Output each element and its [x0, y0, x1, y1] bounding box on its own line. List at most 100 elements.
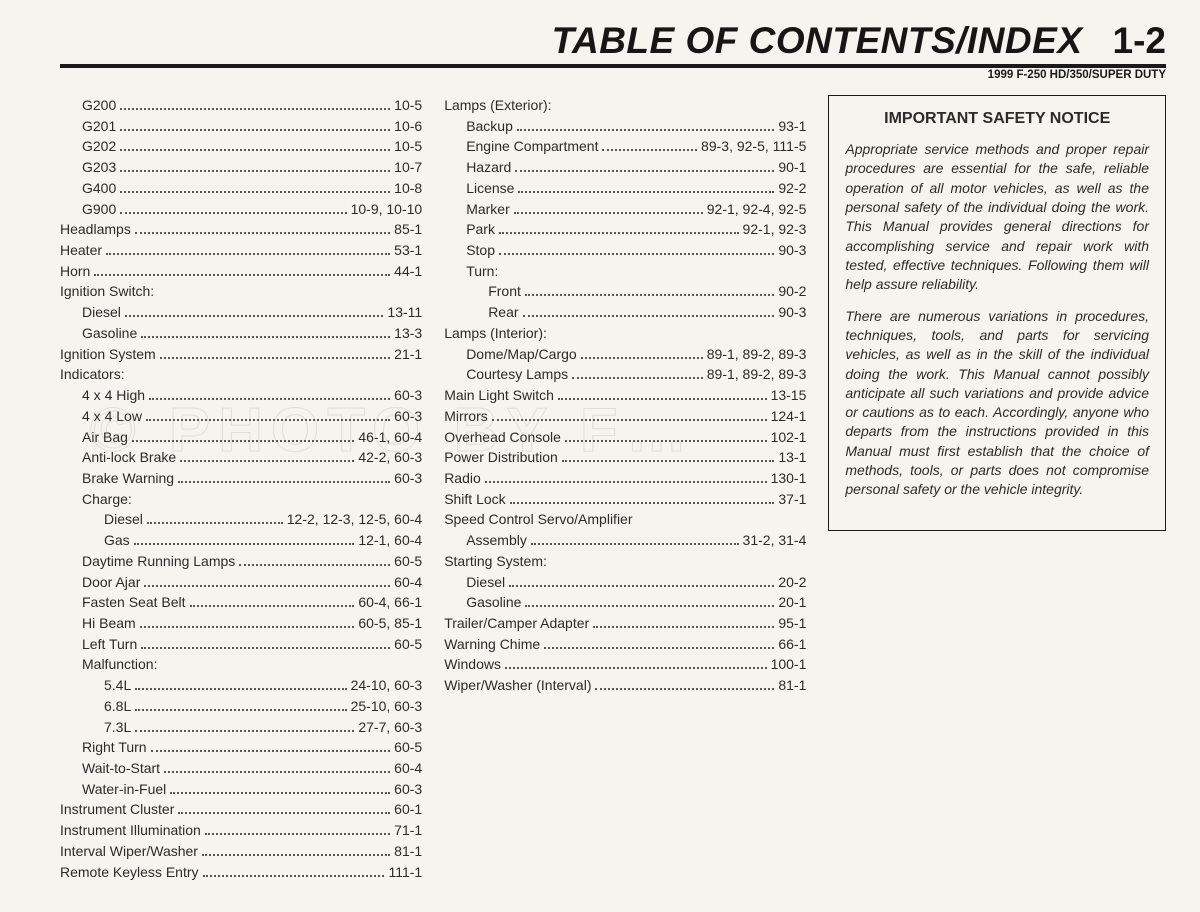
- notice-paragraph-1: Appropriate service methods and proper r…: [845, 140, 1149, 295]
- leader-dots: [190, 595, 355, 608]
- index-entry-label: 7.3L: [104, 717, 131, 738]
- index-entry-page: 90-2: [778, 281, 806, 302]
- index-entry-label: Ignition Switch:: [60, 281, 154, 302]
- leader-dots: [146, 408, 390, 421]
- index-entry-label: Hi Beam: [82, 613, 136, 634]
- leader-dots: [558, 387, 767, 400]
- index-entry: Main Light Switch13-15: [444, 385, 806, 406]
- index-entry: G90010-9, 10-10: [60, 199, 422, 220]
- index-entry: Remote Keyless Entry111-1: [60, 862, 422, 883]
- index-entry-label: Malfunction:: [82, 654, 157, 675]
- leader-dots: [595, 678, 774, 691]
- header-subtitle: 1999 F-250 HD/350/SUPER DUTY: [60, 69, 1166, 81]
- index-entry-page: 60-3: [394, 468, 422, 489]
- index-entry-label: Park: [466, 219, 495, 240]
- index-entry: Dome/Map/Cargo89-1, 89-2, 89-3: [444, 344, 806, 365]
- index-entry-label: Stop: [466, 240, 495, 261]
- leader-dots: [510, 491, 775, 504]
- index-entry-label: Main Light Switch: [444, 385, 554, 406]
- index-entry: G20010-5: [60, 95, 422, 116]
- index-entry: G20210-5: [60, 136, 422, 157]
- index-entry-label: Diesel: [466, 572, 505, 593]
- index-entry-label: Speed Control Servo/Amplifier: [444, 509, 632, 530]
- leader-dots: [135, 719, 354, 732]
- index-entry-label: Turn:: [466, 261, 498, 282]
- index-entry-page: 66-1: [778, 634, 806, 655]
- index-entry-label: Power Distribution: [444, 447, 558, 468]
- index-entry: Ignition Switch:: [60, 281, 422, 302]
- index-entry: Interval Wiper/Washer81-1: [60, 841, 422, 862]
- notice-title: IMPORTANT SAFETY NOTICE: [845, 108, 1149, 130]
- index-entry-page: 21-1: [394, 344, 422, 365]
- index-entry: Indicators:: [60, 364, 422, 385]
- leader-dots: [593, 615, 774, 628]
- index-entry-page: 124-1: [771, 406, 807, 427]
- leader-dots: [523, 305, 775, 318]
- index-entry: 6.8L 25-10, 60-3: [60, 696, 422, 717]
- index-entry: Engine Compartment89-3, 92-5, 111-5: [444, 136, 806, 157]
- leader-dots: [525, 284, 774, 297]
- leader-dots: [170, 781, 390, 794]
- index-entry: Windows100-1: [444, 654, 806, 675]
- index-entry-label: 6.8L: [104, 696, 131, 717]
- index-entry: Gasoline20-1: [444, 592, 806, 613]
- index-entry: Front90-2: [444, 281, 806, 302]
- index-entry-page: 10-8: [394, 178, 422, 199]
- index-entry-page: 13-1: [778, 447, 806, 468]
- index-entry-label: Instrument Cluster: [60, 799, 174, 820]
- leader-dots: [239, 553, 390, 566]
- leader-dots: [120, 97, 390, 110]
- index-entry: G40010-8: [60, 178, 422, 199]
- index-entry-page: 89-1, 89-2, 89-3: [707, 364, 807, 385]
- index-entry-page: 90-1: [778, 157, 806, 178]
- index-entry-label: G200: [82, 95, 116, 116]
- page-title: TABLE OF CONTENTS/INDEX: [552, 20, 1083, 62]
- index-entry-label: Brake Warning: [82, 468, 174, 489]
- index-entry: Trailer/Camper Adapter95-1: [444, 613, 806, 634]
- index-entry-label: Dome/Map/Cargo: [466, 344, 577, 365]
- index-entry-label: Starting System:: [444, 551, 547, 572]
- index-entry: Instrument Illumination71-1: [60, 820, 422, 841]
- leader-dots: [135, 222, 390, 235]
- index-entry-label: Daytime Running Lamps: [82, 551, 235, 572]
- index-entry-label: Marker: [466, 199, 510, 220]
- index-entry-page: 10-7: [394, 157, 422, 178]
- index-entry-label: Lamps (Interior):: [444, 323, 547, 344]
- leader-dots: [518, 180, 774, 193]
- leader-dots: [505, 657, 767, 670]
- index-entry: Ignition System21-1: [60, 344, 422, 365]
- index-entry-label: G201: [82, 116, 116, 137]
- leader-dots: [120, 201, 346, 214]
- safety-notice-box: IMPORTANT SAFETY NOTICE Appropriate serv…: [828, 95, 1166, 531]
- index-entry: Daytime Running Lamps60-5: [60, 551, 422, 572]
- index-entry-label: Indicators:: [60, 364, 125, 385]
- index-entry: License92-2: [444, 178, 806, 199]
- index-entry-label: 5.4L: [104, 675, 131, 696]
- index-entry-page: 31-2, 31-4: [743, 530, 807, 551]
- index-entry-page: 89-3, 92-5, 111-5: [701, 136, 806, 157]
- index-entry: Stop90-3: [444, 240, 806, 261]
- index-entry-page: 60-4: [394, 572, 422, 593]
- index-entry-label: G203: [82, 157, 116, 178]
- header-rule: [60, 64, 1166, 68]
- index-entry-page: 130-1: [771, 468, 807, 489]
- index-entry-page: 25-10, 60-3: [351, 696, 423, 717]
- index-entry-page: 10-5: [394, 136, 422, 157]
- leader-dots: [125, 305, 384, 318]
- index-entry: Warning Chime66-1: [444, 634, 806, 655]
- index-entry: Assembly31-2, 31-4: [444, 530, 806, 551]
- index-entry-page: 93-1: [778, 116, 806, 137]
- index-entry-label: License: [466, 178, 514, 199]
- index-entry: 7.3L27-7, 60-3: [60, 717, 422, 738]
- index-entry: Lamps (Interior):: [444, 323, 806, 344]
- index-entry: Anti-lock Brake42-2, 60-3: [60, 447, 422, 468]
- index-entry-label: Windows: [444, 654, 501, 675]
- index-entry: Backup93-1: [444, 116, 806, 137]
- index-entry-label: Gasoline: [466, 592, 521, 613]
- leader-dots: [485, 470, 767, 483]
- index-entry-page: 24-10, 60-3: [351, 675, 423, 696]
- notice-paragraph-2: There are numerous variations in procedu…: [845, 307, 1149, 500]
- index-entry-label: G900: [82, 199, 116, 220]
- leader-dots: [203, 864, 385, 877]
- leader-dots: [120, 139, 390, 152]
